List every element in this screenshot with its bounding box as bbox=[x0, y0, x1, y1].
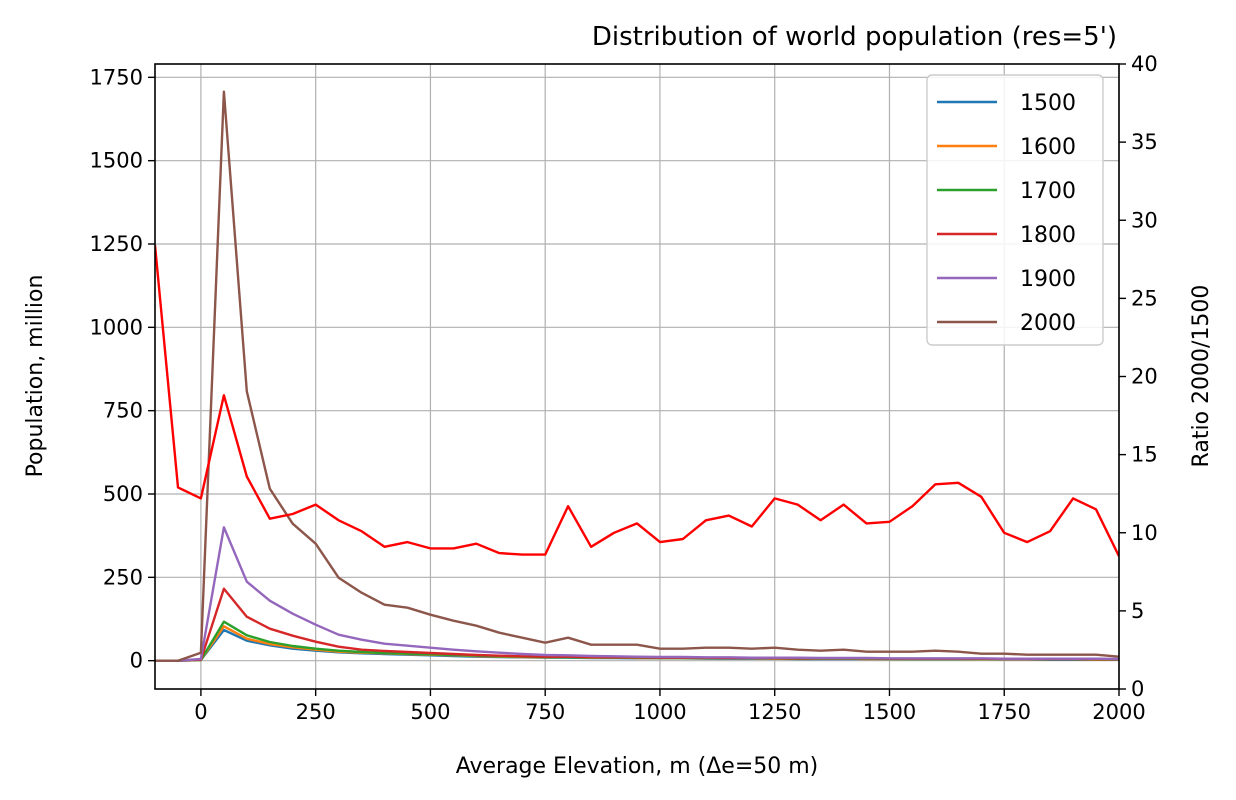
ticks: 0 250 500 750 1000 1250 1500 1750 20000250500750… bbox=[90, 52, 1158, 724]
x-axis-label: Average Elevation, m (Δe=50 m) bbox=[456, 754, 819, 779]
chart-title: Distribution of world population (res=5'… bbox=[592, 22, 1117, 52]
legend-label: 1700 bbox=[1020, 179, 1076, 204]
x-tick-label: 1000 bbox=[633, 700, 686, 724]
y-right-tick-label: 0 bbox=[1131, 677, 1144, 701]
y-tick-label: 500 bbox=[103, 482, 143, 506]
legend-label: 2000 bbox=[1020, 311, 1076, 336]
y-tick-label: 1000 bbox=[90, 315, 143, 339]
y-right-tick-label: 40 bbox=[1131, 52, 1158, 76]
y-tick-label: 0 bbox=[130, 649, 143, 673]
y-right-tick-label: 30 bbox=[1131, 208, 1158, 232]
legend-label: 1500 bbox=[1020, 91, 1076, 116]
y-axis-right-label: Ratio 2000/1500 bbox=[1189, 285, 1214, 468]
x-tick-label: 1500 bbox=[863, 700, 916, 724]
series-lines bbox=[155, 90, 1119, 662]
legend-label: 1600 bbox=[1020, 135, 1076, 160]
y-tick-label: 250 bbox=[103, 565, 143, 589]
y-right-tick-label: 35 bbox=[1131, 130, 1158, 154]
y-right-tick-label: 5 bbox=[1131, 599, 1144, 623]
y-right-tick-label: 15 bbox=[1131, 443, 1158, 467]
y-tick-label: 750 bbox=[103, 399, 143, 423]
y-tick-label: 1750 bbox=[90, 65, 143, 89]
y-tick-label: 1250 bbox=[90, 232, 143, 256]
y-right-tick-label: 20 bbox=[1131, 365, 1158, 389]
y-tick-label: 1500 bbox=[90, 149, 143, 173]
series-line-1700 bbox=[155, 620, 1119, 662]
y-right-tick-label: 10 bbox=[1131, 521, 1158, 545]
legend-box bbox=[926, 74, 1104, 346]
x-tick-label: 1250 bbox=[748, 700, 801, 724]
series-line-2000 bbox=[155, 90, 1119, 662]
y-right-tick-label: 25 bbox=[1131, 286, 1158, 310]
x-tick-label: 500 bbox=[410, 700, 450, 724]
legend-label: 1800 bbox=[1020, 223, 1076, 248]
x-tick-label: 0 bbox=[194, 700, 207, 724]
y-axis-label: Population, million bbox=[23, 275, 48, 478]
series-line-ratio bbox=[155, 245, 1119, 557]
legend: 1500 1600 1700 1800 1900 2000 bbox=[926, 74, 1104, 346]
x-tick-label: 2000 bbox=[1092, 700, 1145, 724]
x-tick-label: 250 bbox=[296, 700, 336, 724]
series-line-1900 bbox=[155, 526, 1119, 662]
legend-label: 1900 bbox=[1020, 267, 1076, 292]
x-tick-label: 1750 bbox=[978, 700, 1031, 724]
x-tick-label: 750 bbox=[525, 700, 565, 724]
